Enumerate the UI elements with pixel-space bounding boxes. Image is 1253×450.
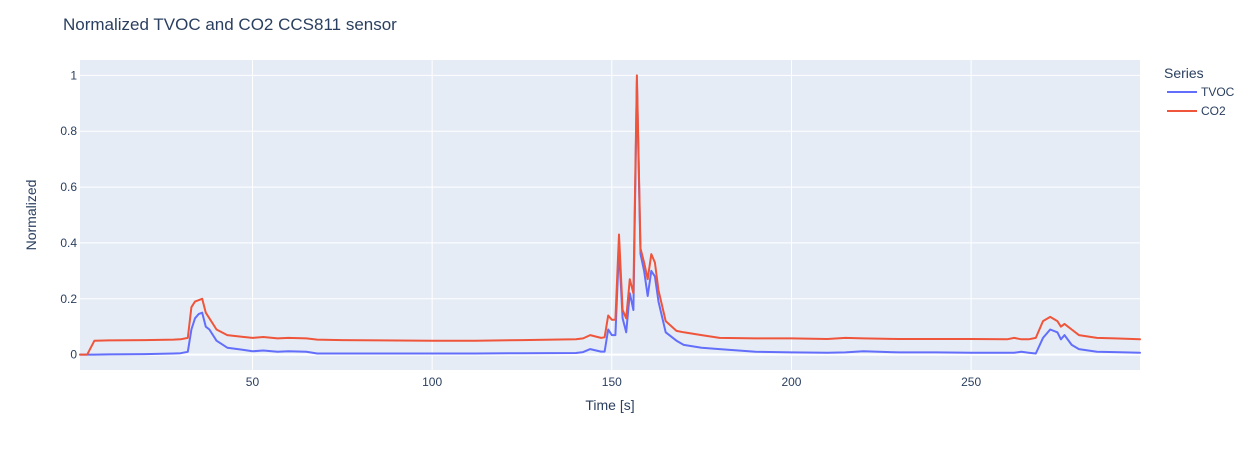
- y-tick-label: 0.8: [60, 124, 77, 138]
- x-axis-ticks: 50 100 150 200 250: [246, 375, 982, 389]
- x-tick-label: 100: [422, 375, 442, 389]
- chart-title: Normalized TVOC and CO2 CCS811 sensor: [63, 15, 397, 34]
- y-tick-label: 0: [70, 348, 77, 362]
- legend-items: TVOC CO2: [1167, 85, 1235, 118]
- legend-label-tvoc: TVOC: [1201, 85, 1235, 99]
- y-tick-label: 0.2: [60, 292, 77, 306]
- y-tick-label: 0.6: [60, 180, 77, 194]
- y-tick-label: 0.4: [60, 236, 77, 250]
- gridlines: [80, 60, 1140, 370]
- legend: Series TVOC CO2: [1164, 65, 1235, 118]
- x-tick-label: 250: [961, 375, 981, 389]
- series-layer: [79, 74, 1141, 356]
- legend-title: Series: [1164, 65, 1204, 81]
- x-tick-label: 150: [602, 375, 622, 389]
- y-axis-ticks: 0 0.2 0.4 0.6 0.8 1: [60, 68, 77, 361]
- y-axis-title: Normalized: [23, 180, 39, 251]
- x-tick-label: 200: [781, 375, 801, 389]
- legend-label-co2: CO2: [1201, 104, 1226, 118]
- y-tick-label: 1: [70, 68, 77, 82]
- x-axis-title: Time [s]: [585, 397, 634, 413]
- series-line-tvoc: [79, 79, 1141, 356]
- series-line-co2: [79, 74, 1141, 356]
- plot-area: [80, 60, 1140, 370]
- x-tick-label: 50: [246, 375, 260, 389]
